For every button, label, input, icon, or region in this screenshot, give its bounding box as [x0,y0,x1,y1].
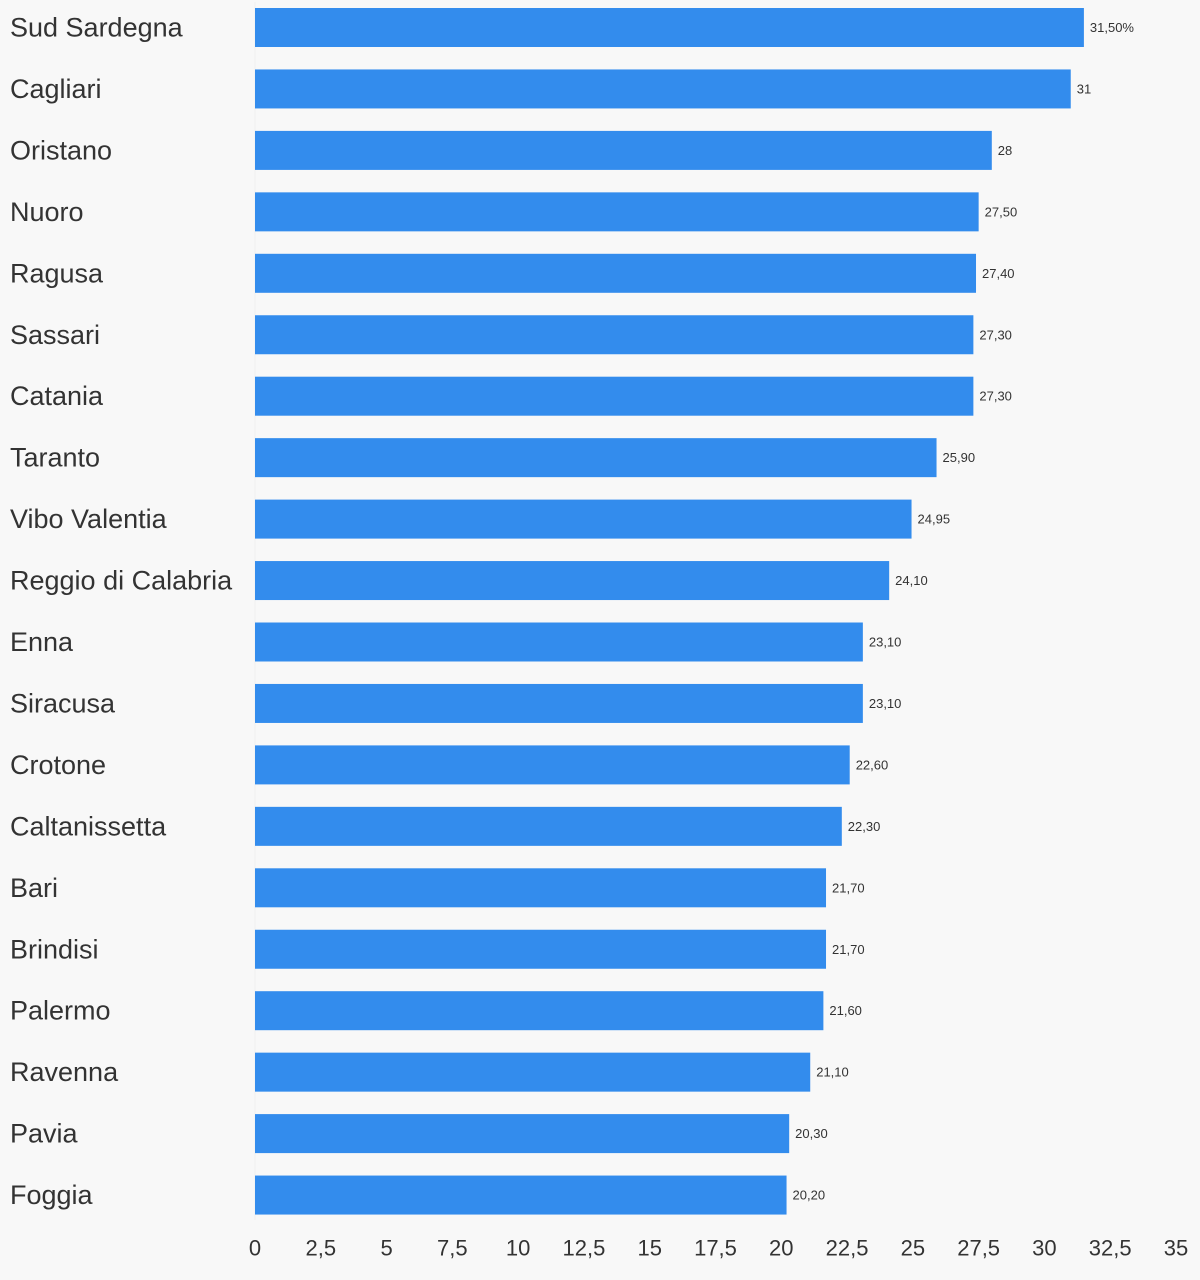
value-label: 27,40 [982,266,1015,281]
category-label: Taranto [10,443,100,473]
x-tick-label: 5 [380,1236,392,1261]
x-tick-label: 15 [637,1236,661,1261]
category-label: Sassari [10,320,100,350]
x-tick-label: 25 [901,1236,925,1261]
x-tick-label: 2,5 [305,1236,336,1261]
x-tick-label: 27,5 [957,1236,1000,1261]
bar [255,622,863,662]
x-tick-label: 22,5 [826,1236,869,1261]
category-label: Nuoro [10,197,84,227]
bar [255,376,974,416]
bar [255,561,890,601]
x-tick-label: 10 [506,1236,530,1261]
value-label: 21,10 [816,1065,849,1080]
category-label: Foggia [10,1180,94,1210]
x-tick-label: 7,5 [437,1236,468,1261]
bar [255,69,1071,109]
category-label: Crotone [10,750,106,780]
value-label: 23,10 [869,696,902,711]
category-label: Ragusa [10,258,104,288]
bar [255,499,912,539]
x-tick-label: 32,5 [1089,1236,1132,1261]
bar [255,253,977,293]
bar [255,1175,787,1215]
x-tick-label: 0 [249,1236,261,1261]
value-label: 21,60 [829,1003,862,1018]
value-label: 31,50% [1090,20,1135,35]
value-label: 22,30 [848,819,881,834]
x-tick-label: 35 [1164,1236,1188,1261]
bar [255,192,979,232]
value-label: 27,30 [979,327,1012,342]
x-tick-label: 17,5 [694,1236,737,1261]
value-label: 24,95 [918,512,951,527]
category-label: Sud Sardegna [10,13,184,43]
value-label: 20,30 [795,1126,828,1141]
value-label: 27,30 [979,389,1012,404]
value-label: 22,60 [856,757,889,772]
value-label: 20,20 [793,1188,826,1203]
category-label: Reggio di Calabria [10,566,233,596]
x-tick-label: 30 [1032,1236,1056,1261]
value-label: 27,50 [985,204,1018,219]
value-label: 24,10 [895,573,928,588]
category-labels-group: Sud Sardegna Cagliari Oristano Nuoro Ragusa S… [10,13,233,1211]
bar [255,683,863,723]
value-label: 23,10 [869,635,902,650]
category-label: Siracusa [10,688,116,718]
bar [255,868,827,908]
bar [255,745,850,785]
x-tick-label: 12,5 [563,1236,606,1261]
category-label: Cagliari [10,74,102,104]
bar [255,8,1084,47]
bar [255,315,974,355]
category-label: Enna [10,627,74,657]
value-labels-group: 31,50% 31 28 27,50 27,40 27,30 27,30 25,90 24,95… [793,20,1135,1203]
bar [255,130,992,170]
value-label: 28 [998,143,1012,158]
bar [255,929,827,969]
bar [255,991,824,1031]
value-label: 21,70 [832,880,865,895]
value-label: 21,70 [832,942,865,957]
category-label: Vibo Valentia [10,504,168,534]
category-label: Ravenna [10,1057,119,1087]
category-label: Caltanissetta [10,811,167,841]
category-label: Brindisi [10,934,99,964]
bar [255,806,842,846]
x-axis-ticks-group: 0 2,5 5 7,5 10 12,5 15 17,5 20 22,5 25 27,5 30 32,5 35 [249,1236,1188,1261]
bar [255,438,937,478]
value-label: 25,90 [943,450,976,465]
category-label: Pavia [10,1119,79,1149]
bars-group [255,8,1084,1215]
category-label: Catania [10,381,104,411]
category-label: Oristano [10,135,112,165]
category-label: Palermo [10,996,111,1026]
bar [255,1114,790,1154]
bar [255,1052,811,1092]
category-label: Bari [10,873,58,903]
value-label: 31 [1077,81,1091,96]
x-tick-label: 20 [769,1236,793,1261]
